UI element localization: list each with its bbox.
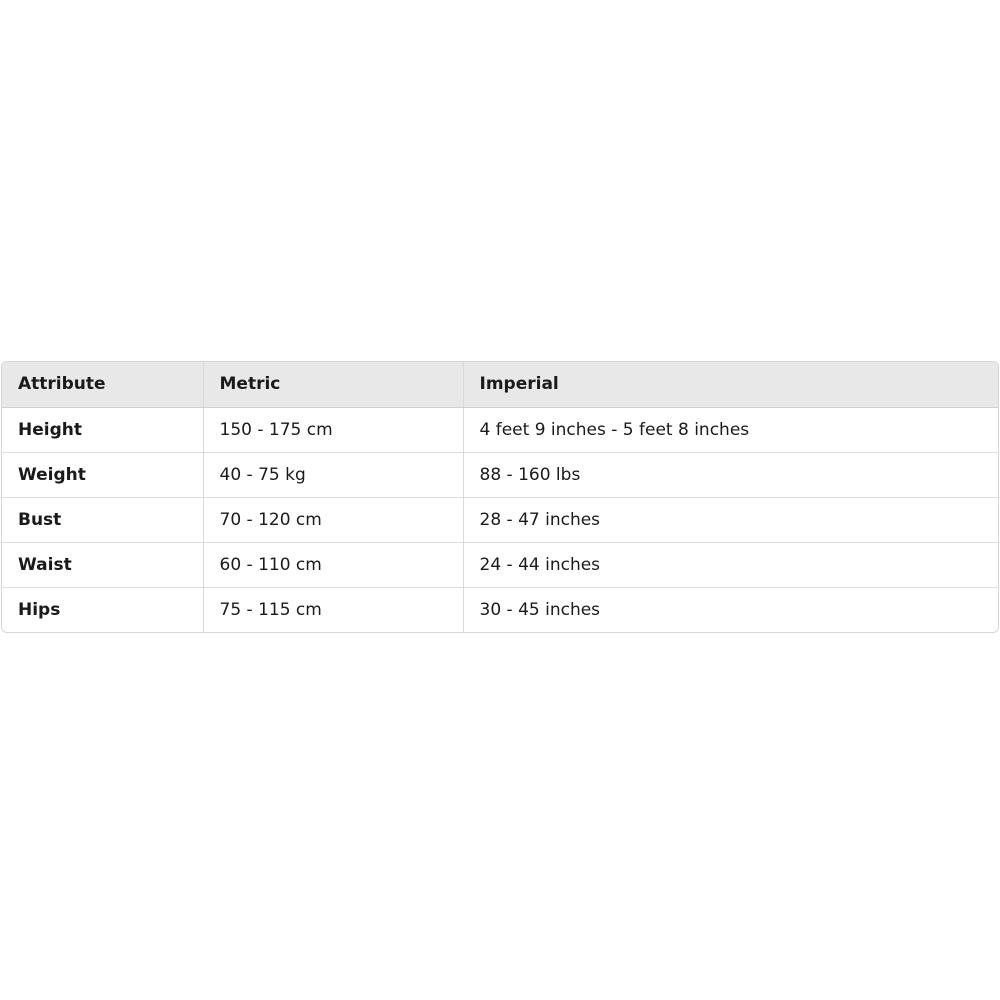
- cell-metric: 70 - 120 cm: [203, 496, 464, 542]
- cell-imperial: 4 feet 9 inches - 5 feet 8 inches: [463, 406, 998, 452]
- measurements-table: Attribute Metric Imperial Height 150 - 1…: [2, 362, 998, 632]
- cell-imperial: 30 - 45 inches: [463, 586, 998, 632]
- cell-attribute: Bust: [2, 496, 204, 542]
- cell-imperial: 88 - 160 lbs: [463, 451, 998, 497]
- table-row: Height 150 - 175 cm 4 feet 9 inches - 5 …: [2, 406, 998, 452]
- cell-metric: 40 - 75 kg: [203, 451, 464, 497]
- header-attribute: Attribute: [2, 362, 204, 408]
- table-row: Waist 60 - 110 cm 24 - 44 inches: [2, 541, 998, 587]
- cell-attribute: Height: [2, 406, 204, 452]
- table-header-row: Attribute Metric Imperial: [2, 362, 998, 408]
- cell-metric: 75 - 115 cm: [203, 586, 464, 632]
- cell-metric: 150 - 175 cm: [203, 406, 464, 452]
- cell-attribute: Hips: [2, 586, 204, 632]
- header-imperial: Imperial: [463, 362, 998, 408]
- cell-attribute: Weight: [2, 451, 204, 497]
- measurements-table-container: Attribute Metric Imperial Height 150 - 1…: [1, 361, 999, 633]
- cell-imperial: 24 - 44 inches: [463, 541, 998, 587]
- cell-attribute: Waist: [2, 541, 204, 587]
- header-metric: Metric: [203, 362, 464, 408]
- table-row: Weight 40 - 75 kg 88 - 160 lbs: [2, 451, 998, 497]
- table-row: Bust 70 - 120 cm 28 - 47 inches: [2, 496, 998, 542]
- cell-metric: 60 - 110 cm: [203, 541, 464, 587]
- cell-imperial: 28 - 47 inches: [463, 496, 998, 542]
- table-row: Hips 75 - 115 cm 30 - 45 inches: [2, 586, 998, 632]
